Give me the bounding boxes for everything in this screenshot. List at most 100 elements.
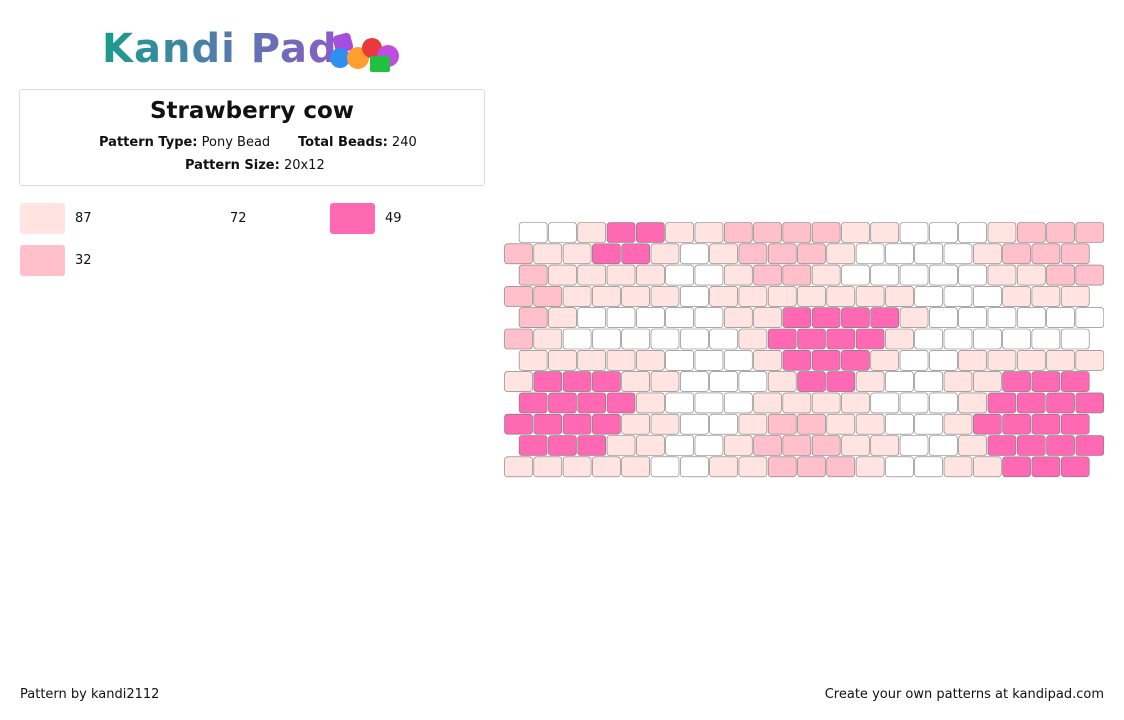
bead [577,435,607,456]
bead [709,243,738,265]
bead [1002,286,1031,307]
bead [606,350,636,371]
bead [504,328,533,350]
bead-count: 32 [75,253,92,268]
bead [504,413,533,435]
bead [1016,222,1046,243]
bead [533,328,563,350]
value: 20x12 [283,158,325,173]
bead [929,264,958,286]
bead [738,456,768,478]
bead [694,307,724,328]
bead [1046,264,1075,286]
bead [1075,350,1104,371]
bead [548,264,577,286]
bead [943,456,973,478]
bead [958,435,987,456]
bead [1002,371,1031,392]
bead [885,456,914,478]
bead [811,350,841,371]
bead [943,328,973,350]
bead [650,413,680,435]
bead [914,243,944,265]
bead [767,286,797,307]
bead [841,222,870,243]
bead [899,264,929,286]
pattern-type: Pattern Type: Pony Bead [99,135,270,150]
bead [797,243,826,265]
bead [899,350,929,371]
bead [797,371,826,392]
bead [797,456,826,478]
bead [665,264,694,286]
bead [621,328,650,350]
bead [636,435,665,456]
bead [592,413,621,435]
bead [636,264,665,286]
bead [797,328,826,350]
bead [1002,243,1031,265]
bead [504,243,533,265]
total-beads: Total Beads: 240 [298,135,417,150]
bead [1031,328,1061,350]
bead [767,371,797,392]
bead [826,243,856,265]
bead [753,350,782,371]
bead [577,264,607,286]
bead [929,307,958,328]
bead [1075,264,1104,286]
bead [1002,413,1031,435]
bead [914,456,944,478]
bead [548,350,577,371]
bead [665,307,694,328]
bead [650,456,680,478]
bead [797,286,826,307]
bead [1031,371,1061,392]
bead [914,413,944,435]
bead [987,307,1017,328]
bead [885,371,914,392]
bead [885,413,914,435]
bead [694,222,724,243]
bead [680,413,709,435]
bead [972,243,1002,265]
bead [709,286,738,307]
bead-count: 72 [230,211,247,226]
bead [1031,456,1061,478]
bead [782,435,812,456]
bead [680,286,709,307]
bead [518,222,548,243]
bead [518,307,548,328]
bead [899,392,929,414]
bead [1031,286,1061,307]
bead [782,392,812,414]
bead [723,307,753,328]
bead [1046,350,1075,371]
bead [1075,307,1104,328]
bead [621,456,650,478]
bead [665,350,694,371]
bead [782,350,812,371]
bead [958,222,987,243]
bead [577,222,607,243]
bead [606,222,636,243]
bead [811,307,841,328]
bead [870,392,900,414]
bead [929,435,958,456]
bead [1046,392,1075,414]
bead [665,392,694,414]
bead [723,350,753,371]
value: Pony Bead [201,135,271,150]
label: Pattern Size: [185,158,280,173]
bead [1060,371,1090,392]
bead [972,286,1002,307]
bead [1046,435,1075,456]
bead [738,286,768,307]
bead [533,413,563,435]
bead [723,435,753,456]
bead [929,350,958,371]
bead [1075,435,1104,456]
bead [782,307,812,328]
bead [899,435,929,456]
logo-icon [330,32,399,72]
